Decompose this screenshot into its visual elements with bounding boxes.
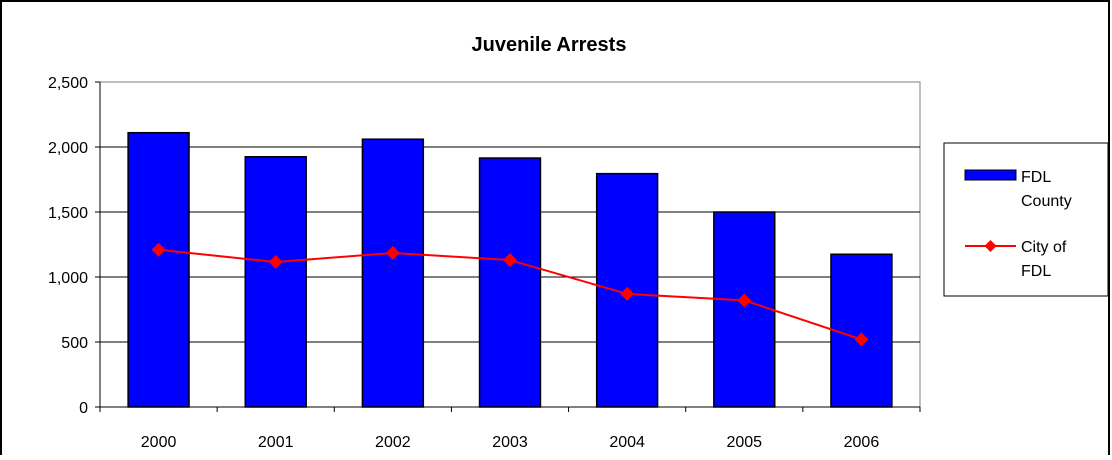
- legend-box: [943, 142, 1109, 297]
- point-city-of-fdl-2005: [737, 293, 752, 308]
- x-tick-label: 2001: [258, 434, 294, 451]
- x-tick-label: 2000: [141, 434, 177, 451]
- x-tick-label: 2003: [492, 434, 528, 451]
- chart-title: Juvenile Arrests: [472, 34, 627, 56]
- x-tick-label: 2006: [844, 434, 880, 451]
- y-tick-label: 1,000: [48, 270, 88, 287]
- bar-fdl-county-2000: [127, 131, 190, 408]
- bar-series-fdl-county: [127, 131, 893, 408]
- point-city-of-fdl-2003: [503, 253, 517, 268]
- bar-fdl-county-2006: [830, 253, 893, 408]
- legend-marker-city-of-fdl: [984, 240, 997, 252]
- bar-fdl-county-2005: [713, 211, 776, 408]
- point-city-of-fdl-2001: [268, 255, 283, 270]
- legend-label-city-of-fdl-line2: FDL: [1021, 263, 1051, 280]
- x-tick-label: 2005: [726, 434, 762, 451]
- x-tick-label: 2004: [609, 434, 645, 451]
- point-city-of-fdl-2004: [620, 286, 635, 301]
- point-city-of-fdl-2000: [151, 242, 166, 257]
- point-city-of-fdl-2006: [854, 332, 869, 347]
- x-axis: 2000 2001 2002 2003 2004 2005 2006: [99, 406, 921, 451]
- bar-fdl-county-2002: [361, 138, 425, 408]
- legend-swatch-fdl-county: [964, 169, 1017, 181]
- legend-label-city-of-fdl-line1: City of: [1021, 239, 1067, 256]
- y-tick-label: 500: [61, 335, 88, 352]
- x-tick-label: 2002: [375, 434, 411, 451]
- legend-label-fdl-county-line1: FDL: [1021, 169, 1051, 186]
- legend: FDL County City of FDL: [943, 142, 1109, 297]
- bar-fdl-county-2001: [244, 156, 307, 408]
- y-tick-label: 2,000: [48, 140, 88, 157]
- point-city-of-fdl-2002: [385, 245, 400, 260]
- bar-fdl-county-2004: [595, 172, 659, 408]
- y-axis: 0 500 1,000 1,500 2,000 2,500: [48, 75, 101, 417]
- y-tick-label: 2,500: [48, 75, 88, 92]
- legend-label-fdl-county-line2: County: [1021, 193, 1072, 210]
- y-tick-label: 0: [79, 400, 88, 417]
- y-tick-label: 1,500: [48, 205, 88, 222]
- line-series-city-of-fdl: [151, 242, 869, 347]
- bar-fdl-county-2003: [478, 157, 542, 408]
